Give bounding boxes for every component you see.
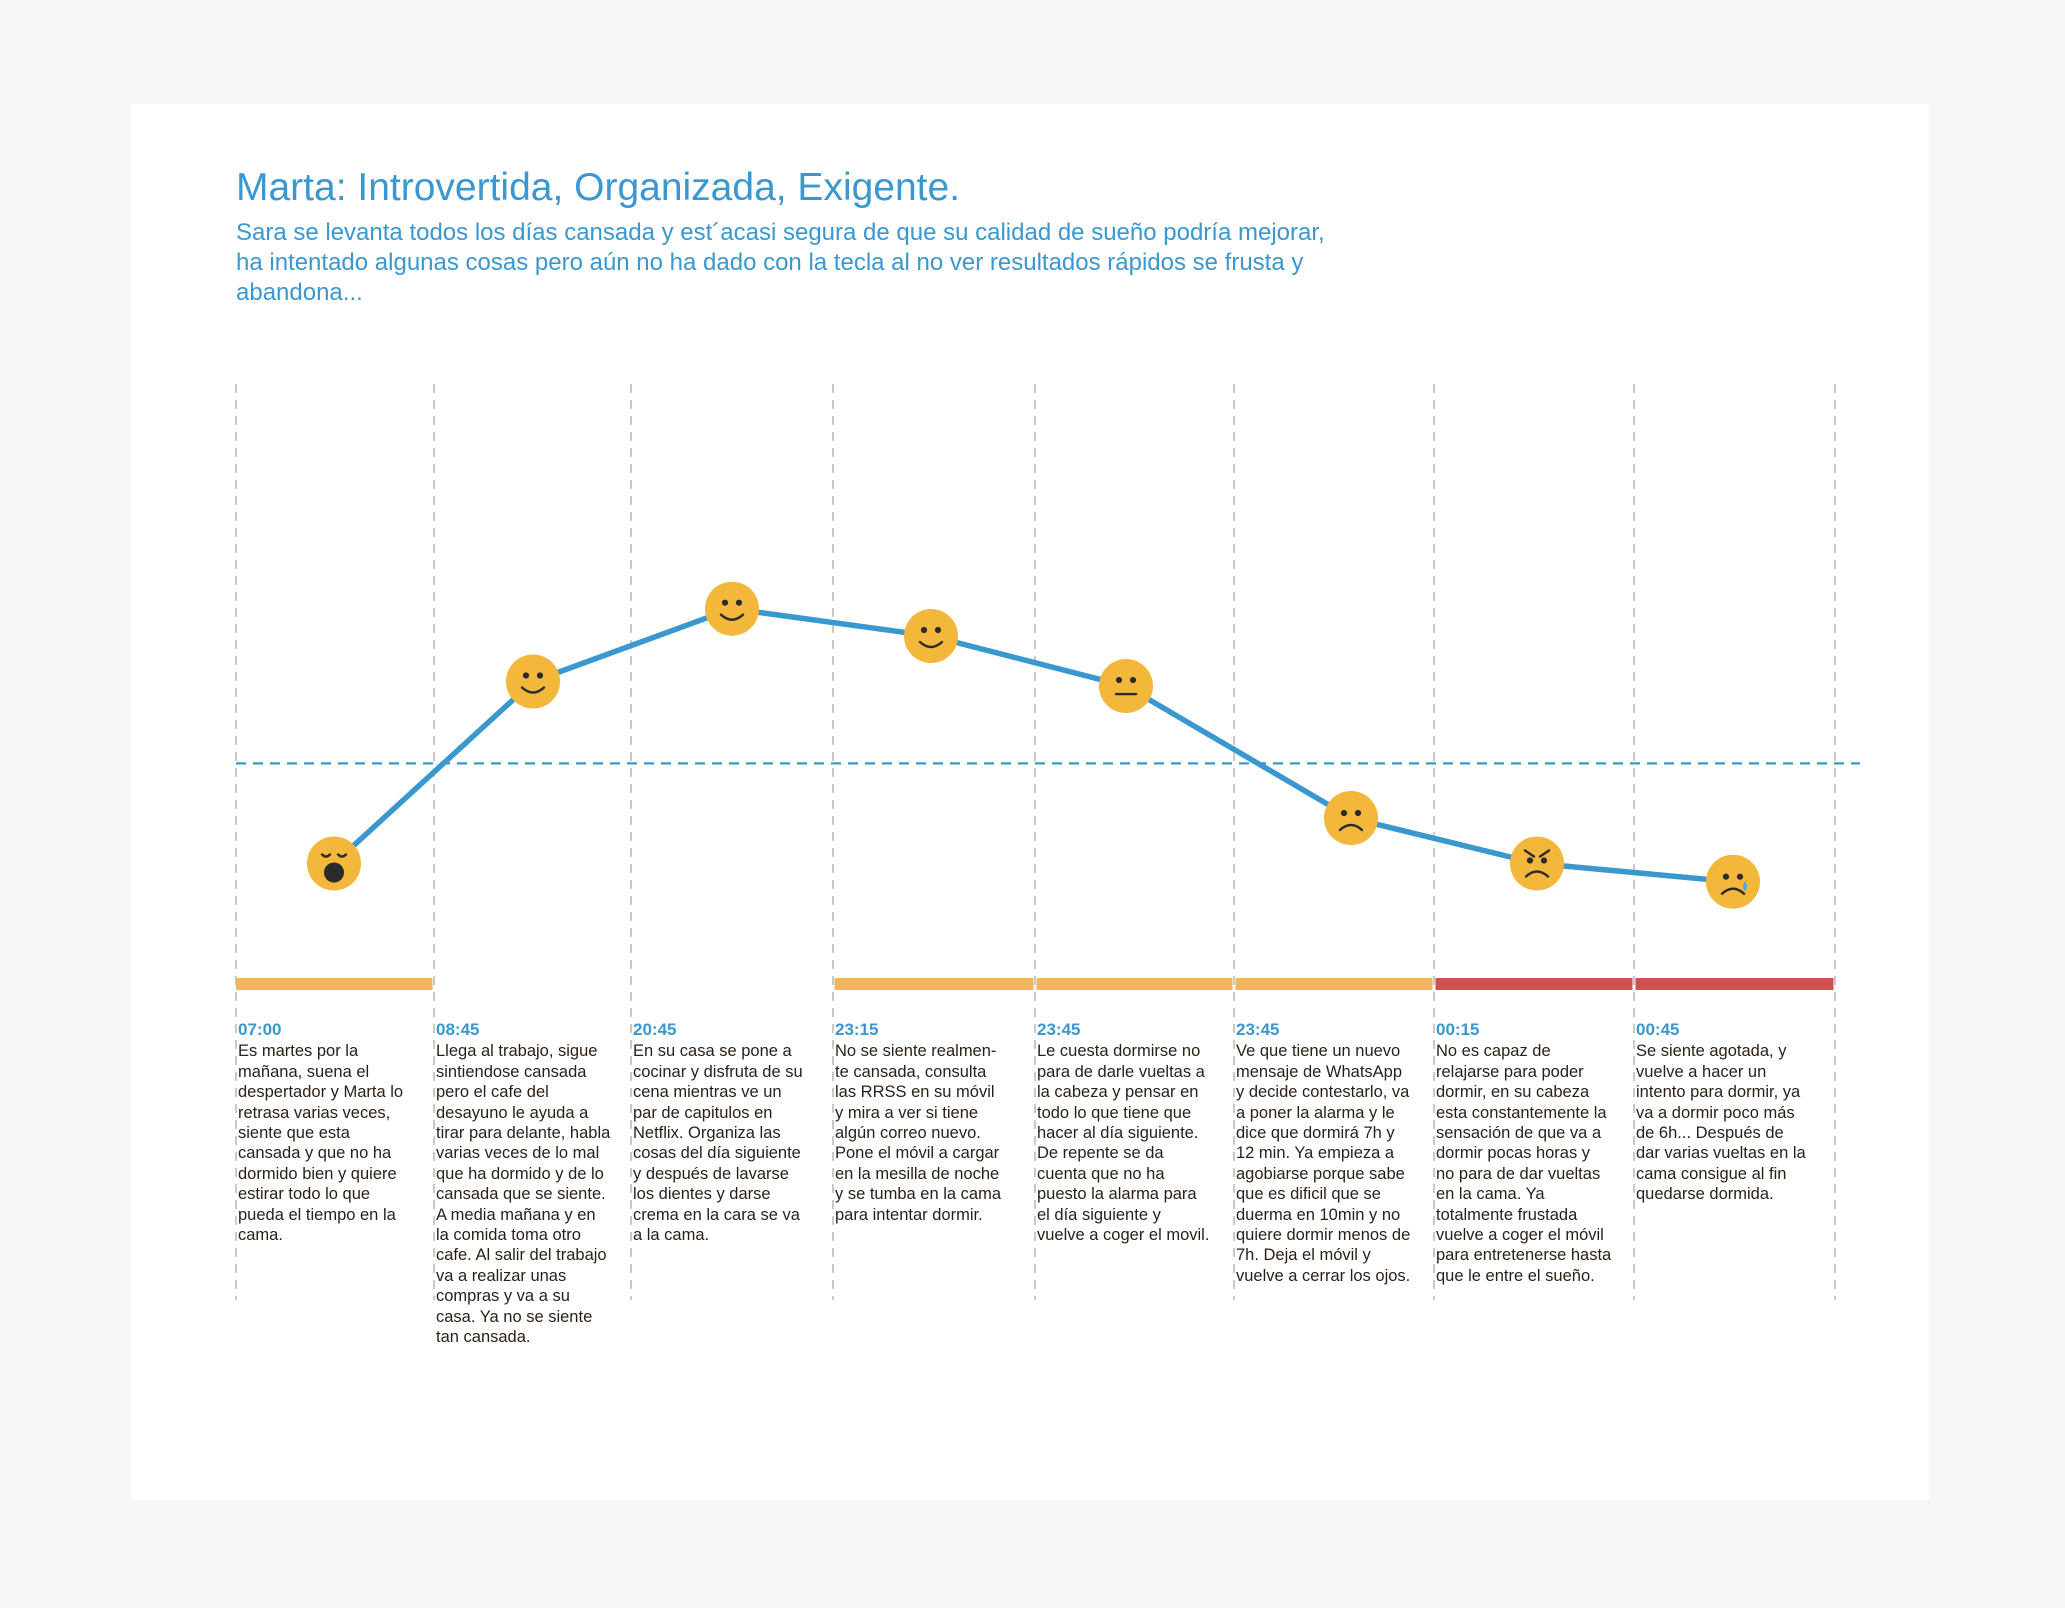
- face-eye: [320, 853, 332, 858]
- step-description: No se siente realmen-te cansada, consult…: [835, 1042, 1001, 1224]
- face-disc: [904, 609, 958, 663]
- step-description: En su casa se pone a cocinar y disfruta …: [633, 1042, 803, 1245]
- face-eye: [920, 626, 928, 634]
- severity-bar: [1036, 978, 1233, 990]
- face-tear: [1743, 880, 1747, 891]
- severity-bar: [1235, 978, 1433, 990]
- face-eye: [1540, 857, 1548, 864]
- step-description: Ve que tiene un nuevo mensaje de WhatsAp…: [1236, 1042, 1411, 1285]
- step-description: Es martes por la mañana, suena el desper…: [238, 1042, 404, 1245]
- journey-step: 00:15 No es capaz de relajarse para poder…: [1436, 1020, 1612, 1286]
- step-time: 08:45: [436, 1020, 480, 1039]
- face-mouth: [1524, 870, 1550, 878]
- yawning-face-icon: [307, 836, 361, 891]
- journey-step: 08:45 Llega al trabajo, sigue sintiendose…: [436, 1020, 612, 1348]
- severity-bar: [236, 978, 433, 990]
- journey-step: 07:00 Es martes por la mañana, suena el d…: [238, 1020, 414, 1245]
- step-time: 20:45: [633, 1020, 677, 1039]
- step-time: 23:45: [1037, 1020, 1081, 1039]
- face-disc: [705, 581, 759, 636]
- emotion-curve: [331, 605, 1736, 885]
- angry-face-icon: [1510, 836, 1564, 891]
- step-time: 07:00: [238, 1020, 282, 1039]
- persona-title: Marta: Introvertida, Organizada, Exigent…: [236, 166, 961, 209]
- smiling-face-icon: [506, 654, 560, 709]
- face-eye: [1129, 676, 1137, 684]
- frowning-face-icon: [1324, 791, 1378, 845]
- journey-card: [131, 104, 1929, 1500]
- severity-bar: [1635, 978, 1834, 990]
- step-description: Llega al trabajo, sigue sintiendose cans…: [436, 1042, 611, 1347]
- face-brow: [1523, 849, 1536, 858]
- step-time: 00:45: [1636, 1020, 1680, 1039]
- face-disc: [1099, 659, 1153, 714]
- face-eye: [1722, 873, 1730, 880]
- smiling-face-icon: [705, 581, 759, 636]
- severity-bar: [1435, 978, 1633, 990]
- face-disc: [1706, 854, 1760, 909]
- step-time: 00:15: [1436, 1020, 1480, 1039]
- face-mouth: [918, 640, 944, 649]
- face-eye: [721, 599, 729, 606]
- face-disc: [1324, 791, 1378, 845]
- journey-step: 00:45 Se siente agotada, y vuelve a hacer…: [1636, 1020, 1812, 1205]
- crying-face-icon: [1706, 854, 1760, 909]
- face-disc: [506, 654, 560, 709]
- journey-step: 23:45 Le cuesta dormirse no para de darle…: [1037, 1020, 1213, 1245]
- step-description: Le cuesta dormirse no para de darle vuel…: [1037, 1042, 1210, 1245]
- face-eye: [1340, 809, 1348, 817]
- severity-bar: [834, 978, 1034, 990]
- face-eye: [536, 672, 544, 679]
- face-eye: [522, 672, 530, 679]
- face-eye: [1354, 809, 1362, 817]
- step-time: 23:45: [1236, 1020, 1280, 1039]
- face-mouth: [520, 686, 546, 694]
- face-eye: [934, 626, 942, 634]
- face-disc: [1510, 836, 1564, 891]
- journey-step: 20:45 En su casa se pone a cocinar y disf…: [633, 1020, 809, 1245]
- step-description: No es capaz de relajarse para poder dorm…: [1436, 1042, 1612, 1285]
- smiling-face-icon: [904, 609, 958, 663]
- journey-step: 23:45 Ve que tiene un nuevo mensaje de Wh…: [1236, 1020, 1412, 1286]
- face-mouth: [1720, 887, 1746, 895]
- face-mouth: [719, 613, 745, 621]
- face-eye: [735, 599, 743, 606]
- face-mouth: [324, 862, 344, 883]
- face-eye: [1736, 873, 1744, 880]
- step-description: Se siente agotada, y vuelve a hacer un i…: [1636, 1042, 1806, 1204]
- persona-summary: Sara se levanta todos los días cansada y…: [236, 219, 1325, 306]
- face-eye: [336, 853, 348, 858]
- face-mouth: [1338, 823, 1364, 832]
- face-eye: [1526, 857, 1534, 864]
- neutral-face-icon: [1099, 659, 1153, 714]
- face-eye: [1115, 676, 1123, 684]
- step-time: 23:15: [835, 1020, 879, 1039]
- face-brow: [1538, 849, 1551, 858]
- journey-step: 23:15 No se siente realmen-te cansada, co…: [835, 1020, 1001, 1225]
